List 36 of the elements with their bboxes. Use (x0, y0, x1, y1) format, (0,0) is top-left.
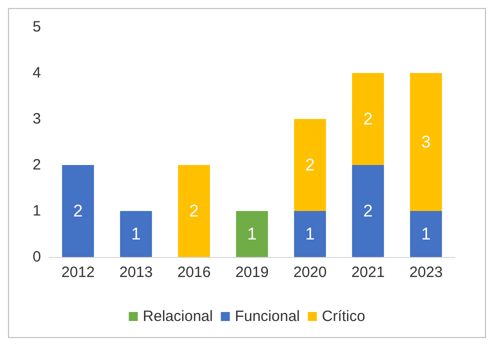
x-tick-label: 2023 (409, 264, 443, 281)
bar (62, 165, 94, 257)
bar (294, 211, 326, 257)
bar (294, 119, 326, 211)
legend-label: Funcional (234, 308, 300, 325)
y-tick-label: 0 (32, 248, 41, 266)
x-tick-label: 2012 (61, 264, 95, 281)
y-tick-label: 4 (32, 64, 41, 82)
data-label: 2 (189, 202, 199, 220)
data-label: 1 (421, 224, 431, 244)
y-tick-label: 3 (32, 110, 41, 128)
x-tick-label: 2020 (293, 264, 327, 281)
data-label: 2 (363, 110, 373, 128)
bar (120, 211, 152, 257)
data-label: 1 (247, 224, 257, 244)
x-tick-label: 2021 (351, 264, 385, 281)
x-tick-label: 2013 (119, 264, 153, 281)
bar (236, 211, 268, 257)
bar (410, 211, 442, 257)
y-tick-label: 1 (32, 202, 41, 220)
bar (352, 165, 384, 257)
data-label: 1 (131, 224, 141, 244)
data-label: 2 (73, 202, 83, 220)
bar (178, 165, 210, 257)
bar (410, 73, 442, 211)
bar (352, 73, 384, 165)
data-label: 3 (421, 132, 431, 152)
data-label: 2 (305, 156, 315, 174)
x-tick-label: 2019 (235, 264, 269, 281)
legend-label: Crítico (322, 308, 366, 325)
y-tick-label: 2 (32, 156, 41, 174)
data-label: 2 (363, 202, 373, 220)
data-label: 1 (305, 224, 315, 244)
y-tick-label: 5 (32, 18, 41, 36)
legend-label: Relacional (142, 308, 213, 325)
x-tick-label: 2016 (177, 264, 211, 281)
